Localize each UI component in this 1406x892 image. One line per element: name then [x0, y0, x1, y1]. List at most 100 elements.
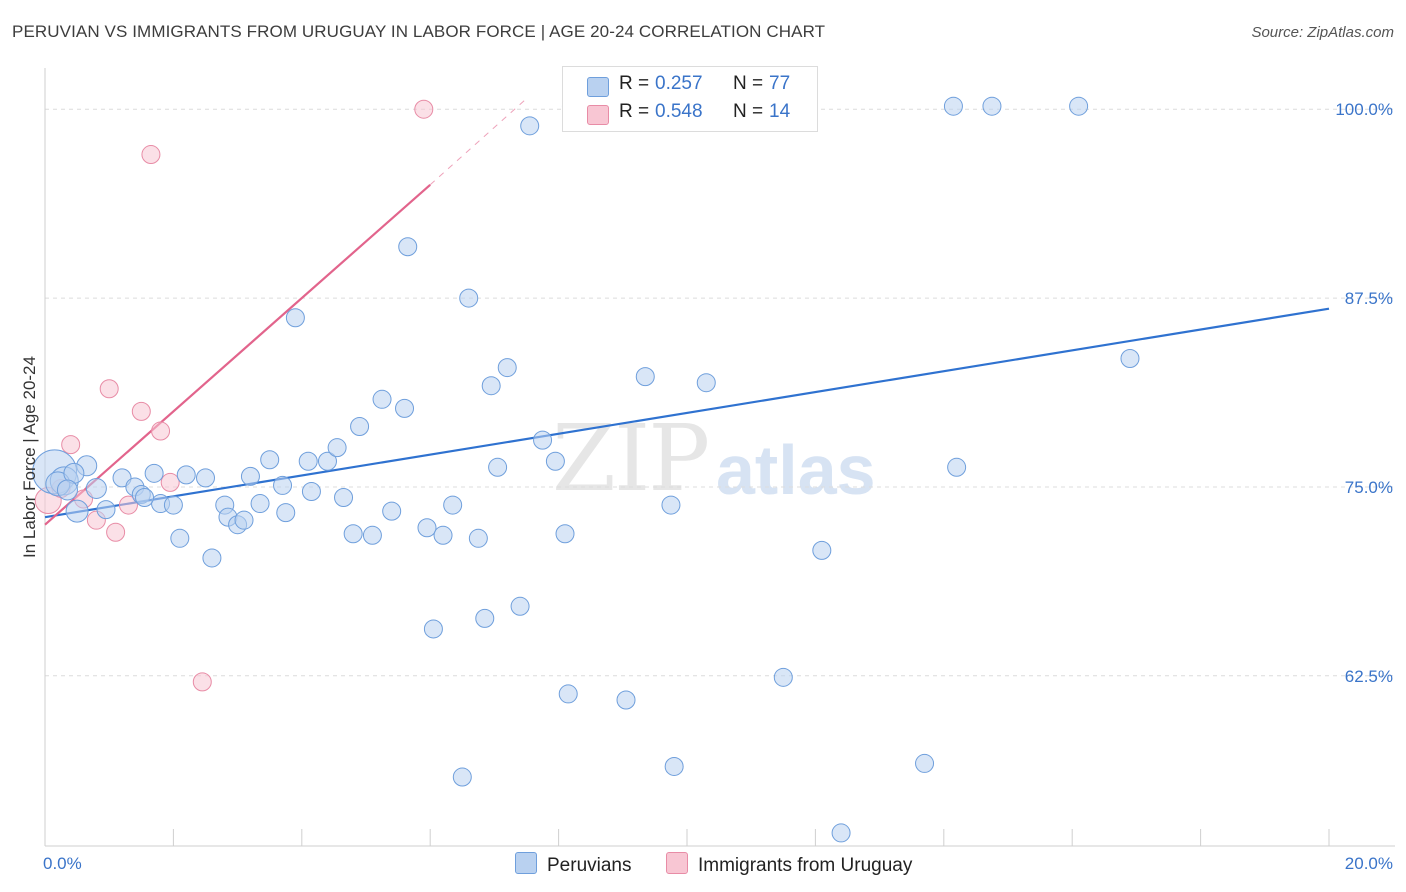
- peruvian-point: [65, 499, 89, 523]
- peruvian-point: [170, 528, 190, 548]
- legend-r-label: R =: [619, 73, 650, 94]
- legend-r-label: R =: [619, 101, 650, 122]
- peruvian-point: [298, 451, 318, 471]
- peruvian-point: [635, 367, 655, 387]
- uruguay-trend-line: [44, 183, 431, 526]
- y-tick-label: 62.5%: [1345, 667, 1393, 686]
- peruvian-point: [423, 619, 443, 639]
- legend-r-value: 0.257: [655, 73, 703, 94]
- peruvian-point: [555, 524, 575, 544]
- peruvian-point: [812, 540, 832, 560]
- uruguay-point: [131, 401, 151, 421]
- peruvian-point: [443, 495, 463, 515]
- uruguay-point: [151, 421, 171, 441]
- peruvian-point: [459, 288, 479, 308]
- peruvian-point: [163, 495, 183, 515]
- peruvian-point: [334, 488, 354, 508]
- peruvian-point: [96, 500, 116, 520]
- peruvian-point: [664, 756, 684, 776]
- peruvian-point: [510, 596, 530, 616]
- peruvians-legend-label: Peruvians: [547, 855, 632, 876]
- peruvian-point: [558, 684, 578, 704]
- peruvian-point: [915, 753, 935, 773]
- legend-n-label: N =: [733, 73, 764, 94]
- peruvian-point: [250, 494, 270, 514]
- peruvian-point: [661, 495, 681, 515]
- peruvian-point: [176, 465, 196, 485]
- correlation-legend: R = 0.257 N = 77 R = 0.548 N = 14: [562, 66, 818, 132]
- peruvian-point: [372, 389, 392, 409]
- peruvian-point: [497, 358, 517, 378]
- peruvian-point: [616, 690, 636, 710]
- y-tick-label: 87.5%: [1345, 289, 1393, 308]
- peruvian-point: [56, 479, 78, 501]
- peruvian-point: [285, 308, 305, 328]
- grid-lines: [45, 108, 1395, 677]
- peruvian-point: [1069, 96, 1089, 116]
- uruguay-point: [106, 522, 126, 542]
- peruvian-point: [85, 477, 107, 499]
- watermark-atlas: atlas: [716, 431, 876, 509]
- x-tick-labels: 0.0% 20.0%: [43, 854, 1393, 873]
- trend-lines: [44, 98, 1330, 526]
- peruvian-point: [276, 503, 296, 523]
- peruvian-point: [240, 466, 260, 486]
- peruvian-point: [943, 96, 963, 116]
- peruvian-point: [947, 457, 967, 477]
- peruvian-point: [395, 398, 415, 418]
- peruvian-point: [301, 481, 321, 501]
- x-tick-label: 20.0%: [1345, 854, 1393, 873]
- peruvians-swatch: [587, 77, 609, 97]
- uruguay-point: [118, 495, 138, 515]
- peruvian-point: [202, 548, 222, 568]
- peruvian-point: [481, 376, 501, 396]
- uruguay-point: [61, 435, 81, 455]
- uruguay-trend-line: [429, 98, 527, 186]
- uruguay-swatch: [587, 105, 609, 125]
- uruguay-point: [414, 99, 434, 119]
- peruvian-point: [773, 667, 793, 687]
- peruvian-point: [135, 488, 155, 508]
- y-axis-label: In Labor Force | Age 20-24: [20, 356, 39, 558]
- peruvian-point: [317, 451, 337, 471]
- peruvian-point: [398, 237, 418, 257]
- peruvian-point: [488, 457, 508, 477]
- peruvian-point: [234, 510, 254, 530]
- peruvians-legend-swatch: [515, 852, 537, 874]
- legend-n-value: 14: [769, 101, 791, 122]
- peruvian-point: [831, 823, 851, 843]
- peruvian-point: [1120, 349, 1140, 369]
- peruvian-point: [196, 468, 215, 488]
- peruvian-point: [260, 450, 280, 470]
- peruvian-point: [468, 528, 488, 548]
- axes: [44, 68, 1395, 847]
- peruvian-point: [433, 525, 453, 545]
- uruguay-legend-swatch: [666, 852, 688, 874]
- peruvian-point: [533, 430, 553, 450]
- peruvian-point: [982, 96, 1002, 116]
- bottom-legend-uruguay: Immigrants from Uruguay: [666, 852, 912, 877]
- peruvian-point: [696, 373, 716, 393]
- legend-n-value: 77: [769, 73, 791, 94]
- peruvian-point: [144, 463, 164, 483]
- peruvian-point: [273, 475, 293, 495]
- uruguay-point: [192, 672, 212, 692]
- peruvian-point: [343, 524, 363, 544]
- peruvian-points: [32, 96, 1140, 843]
- peruvian-point: [452, 767, 472, 787]
- legend-n-label: N =: [733, 101, 764, 122]
- peruvian-point: [417, 518, 437, 538]
- peruvian-point: [545, 451, 565, 471]
- peruvian-point: [350, 417, 370, 437]
- peruvian-point: [382, 501, 402, 521]
- peruvian-point: [520, 116, 540, 136]
- peruvian-point: [112, 468, 132, 488]
- source-credit: Source: ZipAtlas.com: [1251, 24, 1394, 41]
- peruvians-trend-line: [44, 307, 1330, 519]
- uruguay-point: [141, 145, 161, 165]
- y-tick-label: 100.0%: [1335, 100, 1393, 119]
- chart-title: PERUVIAN VS IMMIGRANTS FROM URUGUAY IN L…: [12, 22, 826, 41]
- uruguay-points: [34, 99, 434, 692]
- y-tick-label: 75.0%: [1345, 478, 1393, 497]
